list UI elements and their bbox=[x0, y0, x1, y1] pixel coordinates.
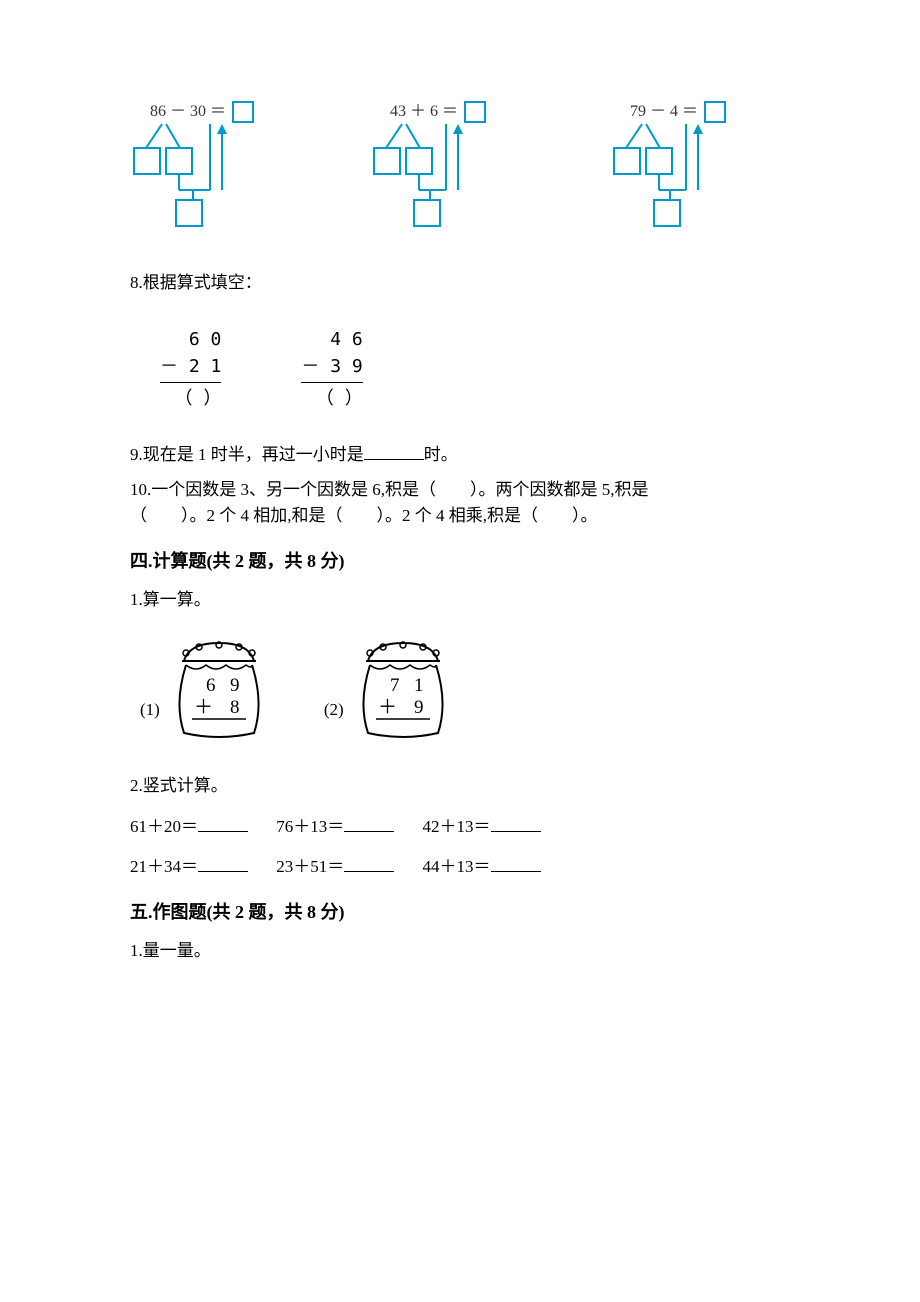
blank bbox=[491, 818, 541, 832]
question-4-1: 1.算一算。 (1) 6 9 ＋ 8 (2) bbox=[130, 587, 790, 743]
q5-1-label: 1.量一量。 bbox=[130, 938, 790, 964]
eq-line-1: 61＋20＝ 76＋13＝ 42＋13＝ bbox=[130, 814, 790, 840]
eq-2-2: 23＋51＝ bbox=[276, 854, 394, 880]
blank bbox=[491, 858, 541, 872]
q8-col1-minus: － 2 1 bbox=[160, 353, 221, 380]
question-4-2: 2.竖式计算。 61＋20＝ 76＋13＝ 42＋13＝ 21＋34＝ 23＋5… bbox=[130, 773, 790, 880]
eq-2-3: 44＋13＝ bbox=[423, 854, 541, 880]
eq-1-1-text: 61＋20＝ bbox=[130, 817, 198, 836]
q9-pre: 9.现在是 1 时半，再过一小时是 bbox=[130, 445, 364, 464]
svg-text:＋: ＋ bbox=[194, 697, 213, 718]
eq-1-2-text: 76＋13＝ bbox=[276, 817, 344, 836]
q8-label: 8.根据算式填空： bbox=[130, 270, 790, 296]
svg-text:7: 7 bbox=[390, 675, 400, 696]
section-5-title: 五.作图题(共 2 题，共 8 分) bbox=[130, 899, 790, 926]
diagram-1: 86 － 30 ＝ bbox=[130, 100, 310, 240]
svg-text:＋: ＋ bbox=[378, 697, 397, 718]
q9-blank bbox=[364, 446, 424, 460]
diagram-2-svg bbox=[370, 118, 550, 238]
question-10: 10.一个因数是 3、另一个因数是 6,积是（ ）。两个因数都是 5,积是 （ … bbox=[130, 477, 790, 528]
pouch-row: (1) 6 9 ＋ 8 (2) bbox=[140, 633, 790, 743]
question-5-1: 1.量一量。 bbox=[130, 938, 790, 964]
q10-line-a: 10.一个因数是 3、另一个因数是 6,积是（ ）。两个因数都是 5,积是 bbox=[130, 477, 790, 503]
diagram-1-svg bbox=[130, 118, 310, 238]
svg-text:1: 1 bbox=[414, 675, 424, 696]
svg-text:9: 9 bbox=[414, 697, 424, 718]
blank bbox=[198, 858, 248, 872]
blank bbox=[198, 818, 248, 832]
eq-line-2: 21＋34＝ 23＋51＝ 44＋13＝ bbox=[130, 854, 790, 880]
q4-2-label: 2.竖式计算。 bbox=[130, 773, 790, 799]
diagram-2: 43 ＋ 6 ＝ bbox=[370, 100, 550, 240]
pouch-2-idx: (2) bbox=[324, 697, 344, 723]
pouch-2: (2) 7 1 ＋ 9 bbox=[324, 633, 458, 743]
q8-col2-top: 4 6 bbox=[301, 326, 362, 353]
section-4-title: 四.计算题(共 2 题，共 8 分) bbox=[130, 548, 790, 575]
q4-1-label: 1.算一算。 bbox=[130, 587, 790, 613]
eq-2-1: 21＋34＝ bbox=[130, 854, 248, 880]
svg-text:9: 9 bbox=[230, 675, 240, 696]
q10-line-b: （ ）。2 个 4 相加,和是（ ）。2 个 4 相乘,积是（ ）。 bbox=[130, 503, 790, 529]
q8-col2-minus: － 3 9 bbox=[301, 353, 362, 380]
svg-text:6: 6 bbox=[206, 675, 216, 696]
question-8: 8.根据算式填空： 6 0 － 2 1 （ ） 4 6 － 3 9 （ ） bbox=[130, 270, 790, 412]
eq-problems: 61＋20＝ 76＋13＝ 42＋13＝ 21＋34＝ 23＋51＝ 44＋13… bbox=[130, 814, 790, 879]
eq-2-3-text: 44＋13＝ bbox=[423, 857, 491, 876]
q8-columns: 6 0 － 2 1 （ ） 4 6 － 3 9 （ ） bbox=[160, 326, 790, 412]
eq-2-2-text: 23＋51＝ bbox=[276, 857, 344, 876]
blank bbox=[344, 858, 394, 872]
q8-col-2: 4 6 － 3 9 （ ） bbox=[301, 326, 362, 412]
q8-col1-top: 6 0 bbox=[160, 326, 221, 353]
decomposition-diagrams-row: 86 － 30 ＝ 43 ＋ 6 ＝ bbox=[130, 100, 790, 240]
svg-text:8: 8 bbox=[230, 697, 240, 718]
eq-1-1: 61＋20＝ bbox=[130, 814, 248, 840]
question-9: 9.现在是 1 时半，再过一小时是 时。 bbox=[130, 442, 790, 468]
q8-col2-ans: （ ） bbox=[301, 382, 362, 412]
pouch-2-svg: 7 1 ＋ 9 bbox=[348, 633, 458, 743]
eq-1-3-text: 42＋13＝ bbox=[423, 817, 491, 836]
q8-col1-ans: （ ） bbox=[160, 382, 221, 412]
eq-1-2: 76＋13＝ bbox=[276, 814, 394, 840]
q9-post: 时。 bbox=[424, 445, 458, 464]
q8-col-1: 6 0 － 2 1 （ ） bbox=[160, 326, 221, 412]
eq-2-1-text: 21＋34＝ bbox=[130, 857, 198, 876]
blank bbox=[344, 818, 394, 832]
diagram-3: 79 － 4 ＝ bbox=[610, 100, 790, 240]
eq-1-3: 42＋13＝ bbox=[423, 814, 541, 840]
diagram-3-svg bbox=[610, 118, 790, 238]
pouch-1: (1) 6 9 ＋ 8 bbox=[140, 633, 274, 743]
pouch-1-svg: 6 9 ＋ 8 bbox=[164, 633, 274, 743]
pouch-1-idx: (1) bbox=[140, 697, 160, 723]
